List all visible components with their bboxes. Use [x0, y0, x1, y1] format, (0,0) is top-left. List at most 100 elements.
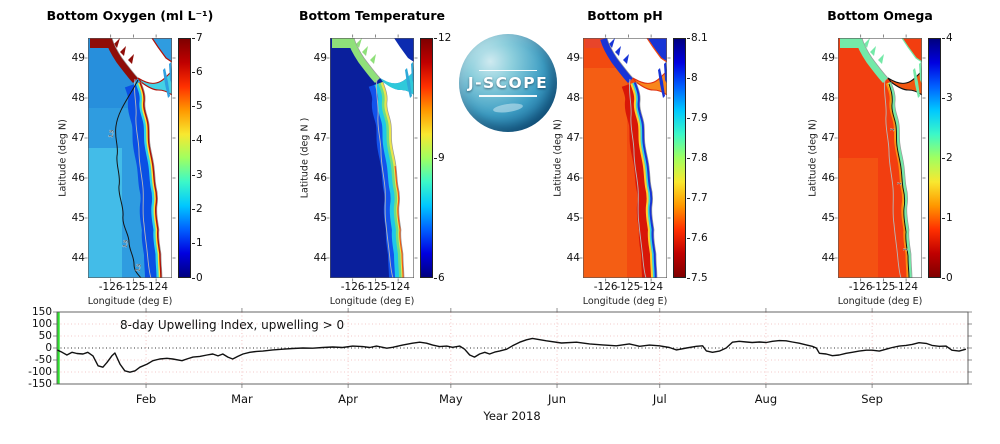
panel-title-temperature: Bottom Temperature — [299, 8, 445, 23]
month-tick-label: Mar — [231, 392, 253, 406]
lon-tick-label: -125 — [616, 281, 641, 293]
lat-tick-label: 46 — [566, 172, 580, 184]
lat-tick-label: 44 — [313, 252, 327, 264]
timeseries-y-tick-label: 50 — [38, 329, 52, 342]
colorbar-tick-label: 5 — [192, 100, 224, 112]
colorbar-tick-label: 3 — [942, 92, 974, 104]
lat-tick-label: 45 — [313, 212, 327, 224]
timeseries-y-tick-label: -100 — [28, 365, 52, 378]
map-panel-ph: Bottom pH Latitude (deg N) Longitude (de… — [527, 0, 727, 310]
colorbar-omega — [928, 38, 941, 278]
timeseries-x-axis-label: Year 2018 — [483, 409, 541, 423]
logo-divider-top — [478, 69, 538, 71]
contour-label: 1 — [890, 127, 897, 132]
colorbar-tick-label: 2 — [942, 152, 974, 164]
lon-tick-label: -126 — [848, 281, 873, 293]
lat-tick-label: 44 — [71, 252, 85, 264]
colorbar-tick-label: 4 — [192, 134, 224, 146]
timeseries-y-tick-label: 100 — [31, 317, 52, 330]
logo-divider-bottom — [478, 95, 538, 97]
lon-tick-label: -124 — [639, 281, 664, 293]
map-panel-oxygen: Bottom Oxygen (ml L⁻¹) Latitude (deg N) … — [32, 0, 232, 310]
colorbar-tick-label: 1 — [192, 237, 224, 249]
lat-tick-label: 46 — [71, 172, 85, 184]
lat-tick-label: 46 — [313, 172, 327, 184]
lon-tick-label: -125 — [121, 281, 146, 293]
colorbar-tick-label: 3 — [192, 169, 224, 181]
map-panel-omega: Bottom Omega Latitude (deg N) 1 1 1 Longit… — [782, 0, 982, 310]
lat-tick-label: 45 — [821, 212, 835, 224]
y-axis-label: Latitude (deg N) — [552, 119, 564, 197]
month-tick-label: May — [438, 392, 463, 406]
colorbar-tick-label: 8 — [687, 72, 719, 84]
jscope-logo: J-SCOPE — [459, 34, 557, 132]
lat-tick-label: 49 — [821, 52, 835, 64]
contour-label: 1.5 — [122, 239, 129, 248]
lat-tick-label: 49 — [566, 52, 580, 64]
colorbar-oxygen — [178, 38, 191, 278]
upwelling-timeseries-plot — [53, 308, 972, 388]
colorbar-tick-label: 1 — [942, 212, 974, 224]
map-panel-temperature: Bottom Temperature Latitude (deg N ) Lon… — [274, 0, 474, 310]
coastal-map-temperature — [326, 34, 418, 282]
colorbar-tick-label: 6 — [192, 66, 224, 78]
y-axis-label: Latitude (deg N ) — [299, 117, 311, 199]
lon-tick-label: -125 — [871, 281, 896, 293]
month-tick-label: Sep — [861, 392, 883, 406]
timeseries-y-tick-label: 150 — [31, 305, 52, 318]
x-axis-label: Longitude (deg E) — [582, 296, 668, 307]
month-tick-label: Apr — [338, 392, 359, 406]
lon-tick-label: -124 — [386, 281, 411, 293]
colorbar-tick-label: 7.6 — [687, 232, 719, 244]
month-tick-label: Aug — [754, 392, 778, 406]
lat-tick-label: 48 — [821, 92, 835, 104]
colorbar-tick-label: 4 — [942, 32, 974, 44]
lat-tick-label: 47 — [566, 132, 580, 144]
lat-tick-label: 49 — [71, 52, 85, 64]
fish-silhouette-icon — [492, 101, 524, 115]
lon-tick-label: -124 — [144, 281, 169, 293]
colorbar-tick-label: 6 — [434, 272, 466, 284]
y-axis-label: Latitude (deg N) — [807, 119, 819, 197]
lat-tick-label: 47 — [71, 132, 85, 144]
lon-tick-label: -126 — [593, 281, 618, 293]
colorbar-tick-label: 2 — [192, 203, 224, 215]
lat-tick-label: 44 — [821, 252, 835, 264]
colorbar-tick-label: 0 — [192, 272, 224, 284]
lat-tick-label: 48 — [566, 92, 580, 104]
panel-title-oxygen: Bottom Oxygen (ml L⁻¹) — [46, 8, 214, 23]
lon-tick-label: -126 — [340, 281, 365, 293]
timeseries-y-tick-label: -50 — [34, 353, 52, 366]
x-axis-label: Longitude (deg E) — [837, 296, 923, 307]
timeseries-y-tick-label: -150 — [28, 377, 52, 390]
lat-tick-label: 45 — [566, 212, 580, 224]
lat-tick-label: 47 — [821, 132, 835, 144]
contour-label: 1.5 — [135, 263, 142, 272]
x-axis-label: Longitude (deg E) — [87, 296, 173, 307]
month-tick-label: Feb — [135, 392, 157, 406]
lat-tick-label: 46 — [821, 172, 835, 184]
colorbar-ph — [673, 38, 686, 278]
colorbar-tick-label: 12 — [434, 32, 466, 44]
logo-text: J-SCOPE — [467, 74, 549, 92]
lon-tick-label: -126 — [98, 281, 123, 293]
colorbar-tick-label: 8.1 — [687, 32, 719, 44]
contour-label: 1 — [897, 181, 904, 186]
colorbar-temperature — [420, 38, 433, 278]
y-axis-label: Latitude (deg N) — [57, 119, 69, 197]
contour-label: 1 — [903, 247, 910, 252]
lat-tick-label: 47 — [313, 132, 327, 144]
coastal-map-oxygen: 1.5 1.5 1.5 — [84, 34, 176, 282]
colorbar-tick-label: 7.5 — [687, 272, 719, 284]
lat-tick-label: 48 — [71, 92, 85, 104]
timeseries-annotation: 8-day Upwelling Index, upwelling > 0 — [120, 318, 345, 332]
colorbar-tick-label: 7.9 — [687, 112, 719, 124]
lat-tick-label: 48 — [313, 92, 327, 104]
lat-tick-label: 45 — [71, 212, 85, 224]
lon-tick-label: -124 — [894, 281, 919, 293]
x-axis-label: Longitude (deg E) — [329, 296, 415, 307]
colorbar-tick-label: 7.8 — [687, 152, 719, 164]
timeseries-y-tick-label: 0 — [45, 341, 52, 354]
panel-title-ph: Bottom pH — [587, 8, 663, 23]
